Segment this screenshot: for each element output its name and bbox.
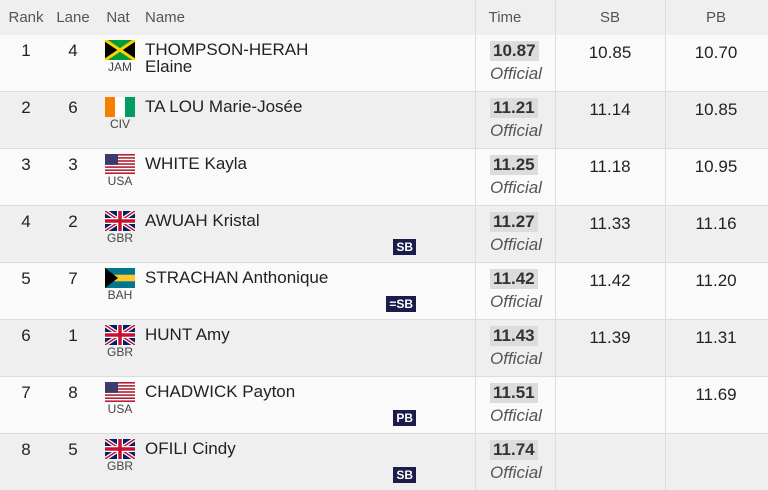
rank: 5 — [21, 269, 31, 288]
lane: 4 — [68, 41, 78, 60]
column-header: Nat — [106, 9, 130, 26]
column-divider — [555, 0, 556, 490]
personal-best: 11.16 — [695, 214, 737, 233]
season-best: 11.33 — [589, 214, 631, 233]
nat-code: USA — [107, 174, 133, 188]
flag — [105, 439, 135, 459]
rank: 4 — [21, 212, 31, 231]
nat-code: USA — [107, 402, 133, 416]
personal-best: 10.85 — [694, 100, 738, 119]
lane: 6 — [68, 98, 78, 117]
athlete-name: CHADWICK Payton — [145, 382, 296, 401]
season-best: 11.42 — [589, 271, 631, 290]
athlete-name: TA LOU Marie-Josée — [145, 97, 303, 116]
record-badge: =SB — [386, 296, 416, 312]
athlete-name: AWUAH Kristal — [145, 211, 260, 230]
athlete-name: STRACHAN Anthonique — [145, 268, 329, 287]
season-best: 11.18 — [589, 157, 631, 176]
column-header: Time — [488, 9, 522, 26]
status: Official — [490, 292, 542, 311]
flag — [105, 211, 135, 231]
time: 11.51 — [490, 383, 538, 403]
flag — [105, 268, 135, 288]
record-badge: SB — [393, 239, 416, 255]
personal-best: 11.69 — [695, 385, 737, 404]
status: Official — [490, 235, 542, 254]
nat-code: GBR — [106, 231, 134, 245]
athlete-name: OFILI Cindy — [145, 439, 236, 458]
record-badge: PB — [393, 410, 416, 426]
nat-code: BAH — [107, 288, 133, 302]
flag — [105, 97, 135, 117]
lane: 7 — [68, 269, 78, 288]
lane: 5 — [68, 440, 78, 459]
status: Official — [490, 406, 542, 425]
column-divider — [475, 0, 476, 490]
nat-code: JAM — [108, 60, 132, 74]
status: Official — [490, 463, 542, 482]
time: 11.43 — [490, 326, 538, 346]
column-header: SB — [599, 9, 621, 26]
athlete-name: WHITE Kayla — [145, 154, 248, 173]
time: 11.25 — [490, 155, 538, 175]
time: 10.87 — [490, 41, 539, 61]
lane: 1 — [68, 326, 78, 345]
lane: 8 — [68, 383, 78, 402]
nat-code: GBR — [106, 345, 134, 359]
column-header: Lane — [56, 9, 90, 26]
rank: 2 — [21, 98, 31, 117]
personal-best: 10.95 — [694, 157, 738, 176]
rank: 6 — [21, 326, 31, 345]
column-header: PB — [705, 9, 727, 26]
nat-code: GBR — [106, 459, 134, 473]
time: 11.21 — [490, 98, 538, 118]
season-best: 11.39 — [589, 328, 631, 347]
flag — [105, 40, 135, 60]
rank: 8 — [21, 440, 31, 459]
lane: 2 — [68, 212, 78, 231]
time: 11.74 — [490, 440, 538, 460]
lane: 3 — [68, 155, 78, 174]
flag — [105, 325, 135, 345]
personal-best: 10.70 — [694, 43, 738, 62]
personal-best: 11.20 — [695, 271, 737, 290]
rank: 1 — [21, 41, 31, 60]
time: 11.42 — [490, 269, 538, 289]
athlete-name: THOMPSON-HERAH Elaine — [145, 40, 309, 76]
rank: 7 — [21, 383, 31, 402]
rank: 3 — [21, 155, 31, 174]
column-header: Rank — [8, 9, 44, 26]
status: Official — [490, 178, 542, 197]
season-best: 11.14 — [589, 100, 631, 119]
status: Official — [490, 121, 542, 140]
season-best: 10.85 — [588, 43, 632, 62]
record-badge: SB — [393, 467, 416, 483]
column-divider — [665, 0, 666, 490]
time: 11.27 — [490, 212, 538, 232]
flag — [105, 382, 135, 402]
status: Official — [490, 64, 542, 83]
column-header: Name — [145, 9, 186, 26]
flag — [105, 154, 135, 174]
personal-best: 11.31 — [695, 328, 737, 347]
athlete-name: HUNT Amy — [145, 325, 230, 344]
nat-code: CIV — [109, 117, 131, 131]
status: Official — [490, 349, 542, 368]
